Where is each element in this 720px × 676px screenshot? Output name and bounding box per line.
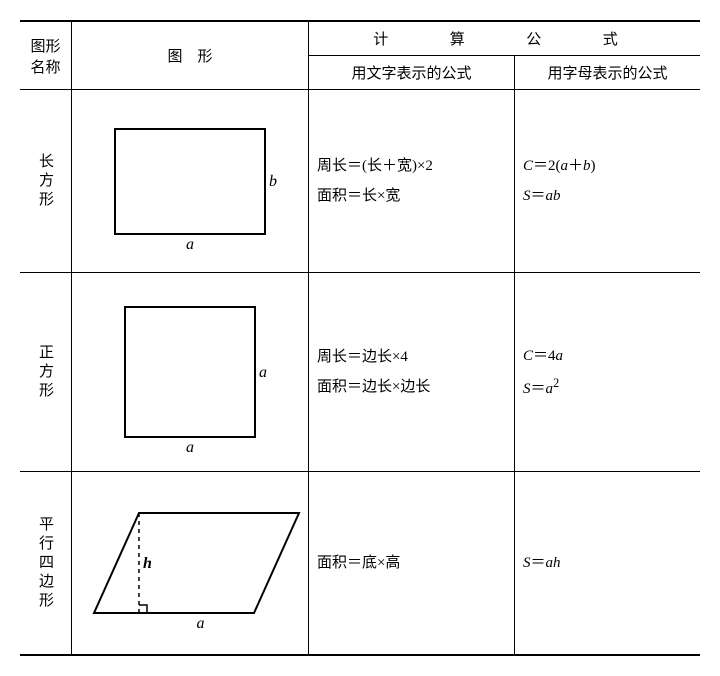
- cell-diagram: a a: [72, 273, 309, 472]
- cell-shape-name: 正方形: [20, 273, 72, 472]
- word-formula-line: 面积＝边长×边长: [317, 372, 506, 402]
- cell-letter-formula: S＝ah: [515, 472, 701, 656]
- header-shape-name: 图形 名称: [20, 21, 72, 90]
- cell-word-formula: 周长＝(长＋宽)×2面积＝长×宽: [308, 90, 514, 273]
- cell-word-formula: 周长＝边长×4面积＝边长×边长: [308, 273, 514, 472]
- cell-word-formula: 面积＝底×高: [308, 472, 514, 656]
- letter-formula-line: S＝ah: [523, 548, 692, 578]
- cell-letter-formula: C＝4aS＝a2: [515, 273, 701, 472]
- table-row: 平行四边形 h a 面积＝底×高 S＝ah: [20, 472, 700, 656]
- table-body: 长方形 a b 周长＝(长＋宽)×2面积＝长×宽 C＝2(a＋b)S＝ab 正方…: [20, 90, 700, 656]
- word-formula-line: 面积＝长×宽: [317, 181, 506, 211]
- shape-name-text: 正方形: [35, 344, 56, 401]
- word-formula-line: 面积＝底×高: [317, 548, 506, 578]
- table-row: 正方形 a a 周长＝边长×4面积＝边长×边长 C＝4aS＝a2: [20, 273, 700, 472]
- letter-formula-line: C＝4a: [523, 341, 692, 371]
- cell-diagram: h a: [72, 472, 309, 656]
- shape-name-text: 长方形: [35, 153, 56, 210]
- letter-formula-line: C＝2(a＋b): [523, 151, 692, 181]
- header-shape: 图 形: [72, 21, 309, 90]
- cell-diagram: a b: [72, 90, 309, 273]
- table-row: 长方形 a b 周长＝(长＋宽)×2面积＝长×宽 C＝2(a＋b)S＝ab: [20, 90, 700, 273]
- header-shape-name-text: 图形 名称: [30, 39, 60, 76]
- cell-shape-name: 长方形: [20, 90, 72, 273]
- header-shape-text: 图 形: [167, 49, 212, 65]
- header-formula-group: 计 算 公 式: [308, 21, 700, 56]
- header-letter-formula: 用字母表示的公式: [515, 56, 701, 90]
- letter-formula-line: S＝a2: [523, 371, 692, 404]
- header-letter-formula-text: 用字母表示的公式: [547, 66, 667, 82]
- formula-table: 图形 名称 图 形 计 算 公 式 用文字表示的公式 用字母表示的公式 长方形: [20, 20, 700, 656]
- header-word-formula: 用文字表示的公式: [308, 56, 514, 90]
- letter-formula-line: S＝ab: [523, 181, 692, 211]
- cell-shape-name: 平行四边形: [20, 472, 72, 656]
- shape-name-text: 平行四边形: [35, 516, 56, 611]
- header-word-formula-text: 用文字表示的公式: [351, 66, 471, 82]
- cell-letter-formula: C＝2(a＋b)S＝ab: [515, 90, 701, 273]
- word-formula-line: 周长＝(长＋宽)×2: [317, 151, 506, 181]
- header-formula-group-text: 计 算 公 式: [373, 32, 636, 48]
- word-formula-line: 周长＝边长×4: [317, 342, 506, 372]
